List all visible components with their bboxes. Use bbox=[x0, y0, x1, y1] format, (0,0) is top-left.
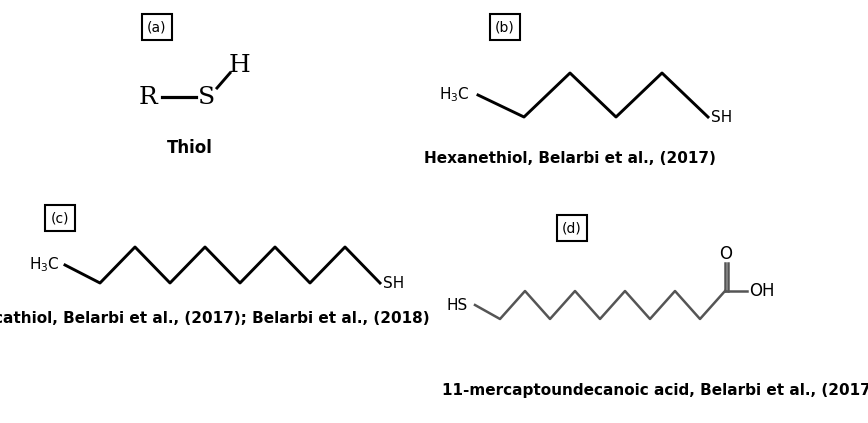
Text: SH: SH bbox=[711, 110, 733, 124]
Text: H$_3$C: H$_3$C bbox=[439, 85, 470, 104]
Text: (b): (b) bbox=[495, 20, 515, 34]
Text: 11-mercaptoundecanoic acid, Belarbi et al., (2017): 11-mercaptoundecanoic acid, Belarbi et a… bbox=[442, 382, 868, 398]
Text: OH: OH bbox=[749, 282, 774, 300]
Text: O: O bbox=[720, 245, 733, 263]
Text: H: H bbox=[229, 53, 251, 77]
Text: S: S bbox=[199, 85, 215, 109]
Text: H$_3$C: H$_3$C bbox=[30, 255, 60, 275]
Text: SH: SH bbox=[383, 275, 404, 291]
Text: (a): (a) bbox=[148, 20, 167, 34]
Text: Thiol: Thiol bbox=[167, 139, 213, 157]
Text: Decathiol, Belarbi et al., (2017); Belarbi et al., (2018): Decathiol, Belarbi et al., (2017); Belar… bbox=[0, 310, 430, 326]
Text: R: R bbox=[139, 85, 157, 109]
Text: HS: HS bbox=[447, 297, 468, 313]
Text: (d): (d) bbox=[562, 221, 582, 235]
Text: (c): (c) bbox=[50, 211, 69, 225]
Text: Hexanethiol, Belarbi et al., (2017): Hexanethiol, Belarbi et al., (2017) bbox=[424, 151, 716, 165]
